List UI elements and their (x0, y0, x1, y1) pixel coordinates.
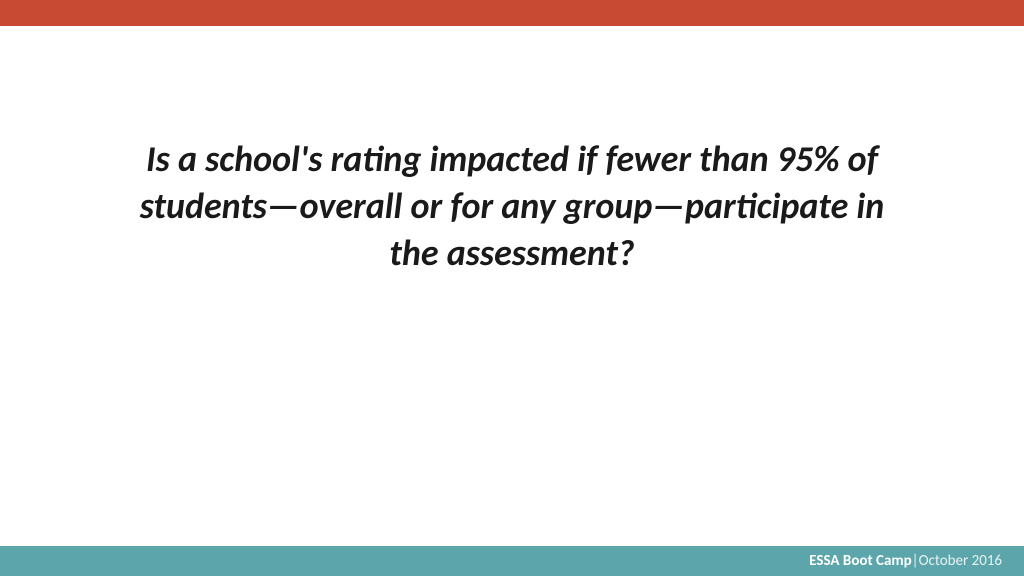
slide: Is a school's rating impacted if fewer t… (0, 0, 1024, 576)
footer-title: ESSA Boot Camp (809, 552, 911, 570)
content-area: Is a school's rating impacted if fewer t… (0, 26, 1024, 546)
footer-separator: | (912, 552, 919, 570)
top-accent-bar (0, 0, 1024, 26)
footer-date: October 2016 (919, 552, 1002, 570)
question-text: Is a school's rating impacted if fewer t… (112, 136, 912, 276)
footer-bar: ESSA Boot Camp | October 2016 (0, 546, 1024, 576)
